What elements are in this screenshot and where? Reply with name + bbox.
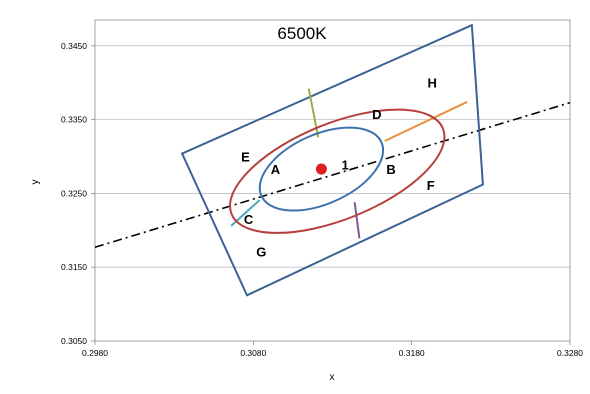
region-label-b: B [386, 162, 395, 177]
y-axis-label: y [30, 180, 41, 185]
x-axis-label: x [330, 372, 335, 383]
center-point [315, 163, 327, 175]
gridlines [91, 45, 571, 345]
boundary-segment [307, 88, 320, 138]
boundary-quadrilateral [180, 23, 484, 297]
y-tick-label: 0.3250 [61, 188, 87, 198]
chart-marks: 1 A B C D E F G H [94, 23, 571, 297]
region-label-d: D [372, 107, 381, 122]
region-label-g: G [256, 244, 266, 259]
dash-dot-line [94, 101, 571, 249]
tick-labels: 0.3050 0.3150 0.3250 0.3350 0.3450 0.2980 0.30… [61, 41, 583, 358]
region-label-e: E [241, 149, 250, 164]
boundary-segment [353, 202, 361, 239]
plot-area-border [94, 19, 571, 342]
y-tick-label: 0.3350 [61, 115, 87, 125]
ellipse-2 [229, 108, 446, 234]
y-tick-label: 0.3050 [61, 336, 87, 346]
region-label-a: A [271, 162, 281, 177]
x-tick-label: 0.3080 [240, 348, 266, 358]
y-tick-label: 0.3450 [61, 41, 87, 51]
region-label-1: 1 [342, 157, 349, 172]
x-tick-label: 0.2980 [82, 348, 108, 358]
ellipse-1 [258, 126, 385, 212]
region-label-f: F [427, 178, 435, 193]
chart-title: 6500K [277, 24, 327, 43]
x-tick-label: 0.3280 [557, 348, 583, 358]
boundary-segment [384, 101, 468, 142]
x-tick-label: 0.3180 [399, 348, 425, 358]
region-label-h: H [428, 75, 437, 90]
region-label-c: C [244, 212, 254, 227]
y-tick-label: 0.3150 [61, 262, 87, 272]
